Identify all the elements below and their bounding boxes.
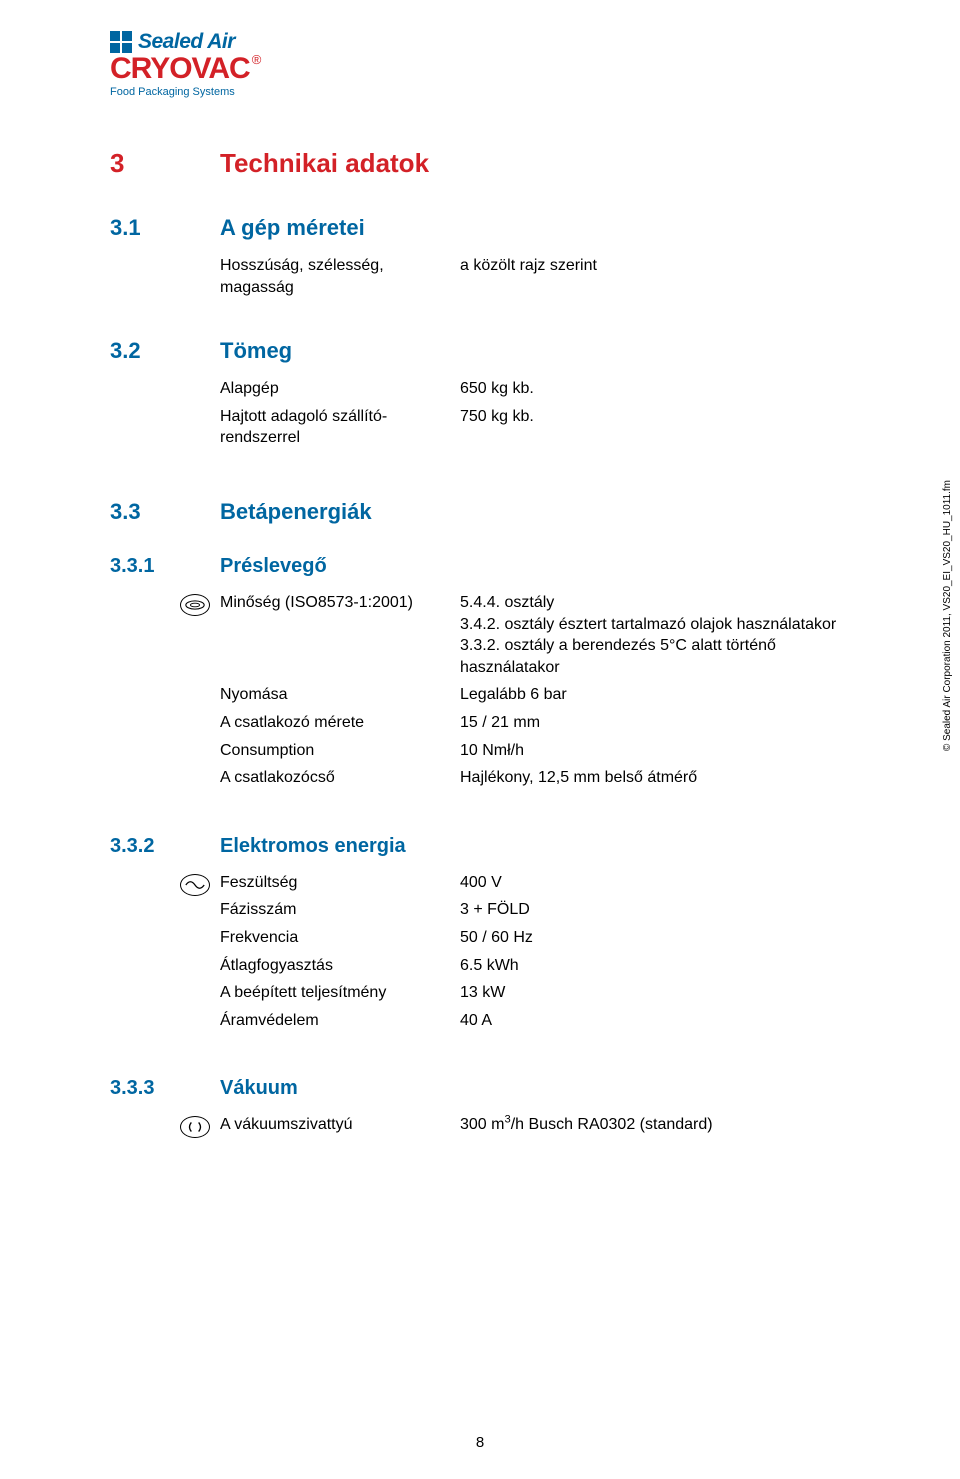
spec-value: 300 m3/h Busch RA0302 (standard) bbox=[460, 1114, 713, 1142]
electric-icon bbox=[180, 874, 210, 896]
spec-label: Hosszúság, szélesség, magasság bbox=[220, 255, 460, 304]
spec-label: Hajtott adagoló szállító-rendszerrel bbox=[220, 406, 460, 455]
section-number: 3.3.1 bbox=[110, 555, 154, 577]
spec-value: a közölt rajz szerint bbox=[460, 255, 597, 304]
section-3-2-heading: 3.2 Tömeg bbox=[110, 338, 870, 364]
spec-value: 50 / 60 Hz bbox=[460, 927, 533, 955]
section-number: 3 bbox=[110, 148, 124, 178]
section-number: 3.3 bbox=[110, 499, 141, 524]
spec-label: A beépített teljesítmény bbox=[220, 982, 460, 1010]
table-row: Áramvédelem 40 A bbox=[220, 1010, 533, 1038]
section-3-3-2-heading: 3.3.2 Elektromos energia bbox=[110, 835, 870, 858]
vacuum-icon bbox=[180, 1116, 210, 1138]
section-3-3-heading: 3.3 Betápenergiák bbox=[110, 499, 870, 525]
table-row: A vákuumszivattyú 300 m3/h Busch RA0302 … bbox=[220, 1114, 713, 1142]
copyright-text: © Sealed Air Corporation 2011, VS20_EI_V… bbox=[942, 480, 953, 751]
table-row: A beépített teljesítmény 13 kW bbox=[220, 982, 533, 1010]
section-3-1-heading: 3.1 A gép méretei bbox=[110, 215, 870, 241]
section-title: Technikai adatok bbox=[220, 148, 429, 179]
spec-value: 6.5 kWh bbox=[460, 955, 533, 983]
spec-value: 400 V bbox=[460, 872, 533, 900]
table-row: Átlagfogyasztás 6.5 kWh bbox=[220, 955, 533, 983]
section-number: 3.1 bbox=[110, 215, 141, 240]
spec-label: Alapgép bbox=[220, 378, 460, 406]
spec-table: Hosszúság, szélesség, magasság a közölt … bbox=[220, 255, 597, 304]
section-3-3-3-heading: 3.3.3 Vákuum bbox=[110, 1077, 870, 1100]
spec-table: Minőség (ISO8573-1:2001) 5.4.4. osztály … bbox=[220, 592, 870, 795]
spec-value: 10 Nmł/h bbox=[460, 740, 870, 768]
page-number: 8 bbox=[0, 1434, 960, 1451]
spec-value: 13 kW bbox=[460, 982, 533, 1010]
section-title: Tömeg bbox=[220, 338, 292, 364]
spec-value: 5.4.4. osztály 3.4.2. osztály észtert ta… bbox=[460, 592, 870, 684]
section-title: Vákuum bbox=[220, 1077, 298, 1100]
spec-label: Consumption bbox=[220, 740, 460, 768]
spec-table: Feszültség 400 V Fázisszám 3 + FÖLD Frek… bbox=[220, 872, 533, 1038]
spec-label: Átlagfogyasztás bbox=[220, 955, 460, 983]
spec-table: A vákuumszivattyú 300 m3/h Busch RA0302 … bbox=[220, 1114, 713, 1142]
table-row: Hajtott adagoló szállító-rendszerrel 750… bbox=[220, 406, 534, 455]
spec-value: 650 kg kb. bbox=[460, 378, 534, 406]
spec-label: Fázisszám bbox=[220, 899, 460, 927]
sealed-air-text: Sealed Air bbox=[138, 30, 235, 54]
table-row: Frekvencia 50 / 60 Hz bbox=[220, 927, 533, 955]
spec-label: A csatlakozócső bbox=[220, 767, 460, 795]
spec-label: A csatlakozó mérete bbox=[220, 712, 460, 740]
section-number: 3.3.3 bbox=[110, 1077, 154, 1099]
spec-label: Nyomása bbox=[220, 684, 460, 712]
spec-value: Legalább 6 bar bbox=[460, 684, 870, 712]
spec-label: Frekvencia bbox=[220, 927, 460, 955]
section-title: Elektromos energia bbox=[220, 835, 406, 858]
compressed-air-icon bbox=[180, 594, 210, 616]
section-number: 3.2 bbox=[110, 338, 141, 363]
spec-label: Áramvédelem bbox=[220, 1010, 460, 1038]
section-number: 3.3.2 bbox=[110, 835, 154, 857]
spec-value: 15 / 21 mm bbox=[460, 712, 870, 740]
spec-label: Feszültség bbox=[220, 872, 460, 900]
spec-label: Minőség (ISO8573-1:2001) bbox=[220, 592, 460, 684]
table-row: Nyomása Legalább 6 bar bbox=[220, 684, 870, 712]
table-row: Hosszúság, szélesség, magasság a közölt … bbox=[220, 255, 597, 304]
fps-tagline: Food Packaging Systems bbox=[110, 86, 870, 98]
spec-value: 40 A bbox=[460, 1010, 533, 1038]
table-row: A csatlakozócső Hajlékony, 12,5 mm belső… bbox=[220, 767, 870, 795]
table-row: Alapgép 650 kg kb. bbox=[220, 378, 534, 406]
table-row: Consumption 10 Nmł/h bbox=[220, 740, 870, 768]
brand-logo: Sealed Air CRYOVAC ® Food Packaging Syst… bbox=[110, 30, 870, 98]
spec-value: Hajlékony, 12,5 mm belső átmérő bbox=[460, 767, 870, 795]
spec-value: 3 + FÖLD bbox=[460, 899, 533, 927]
table-row: Feszültség 400 V bbox=[220, 872, 533, 900]
table-row: A csatlakozó mérete 15 / 21 mm bbox=[220, 712, 870, 740]
cryovac-text: CRYOVAC bbox=[110, 54, 250, 84]
quality-line: 5.4.4. osztály bbox=[460, 592, 870, 614]
sealed-air-grid-icon bbox=[110, 31, 132, 53]
quality-line: 3.3.2. osztály a berendezés 5°C alatt tö… bbox=[460, 635, 870, 678]
registered-mark: ® bbox=[252, 52, 262, 67]
section-3-heading: 3 Technikai adatok bbox=[110, 148, 870, 179]
table-row: Fázisszám 3 + FÖLD bbox=[220, 899, 533, 927]
spec-table: Alapgép 650 kg kb. Hajtott adagoló száll… bbox=[220, 378, 534, 455]
spec-value: 750 kg kb. bbox=[460, 406, 534, 455]
section-title: Betápenergiák bbox=[220, 499, 372, 525]
quality-line: 3.4.2. osztály észtert tartalmazó olajok… bbox=[460, 614, 870, 636]
spec-label: A vákuumszivattyú bbox=[220, 1114, 460, 1142]
section-3-3-1-heading: 3.3.1 Préslevegő bbox=[110, 555, 870, 578]
section-title: A gép méretei bbox=[220, 215, 365, 241]
table-row: Minőség (ISO8573-1:2001) 5.4.4. osztály … bbox=[220, 592, 870, 684]
section-title: Préslevegő bbox=[220, 555, 327, 578]
